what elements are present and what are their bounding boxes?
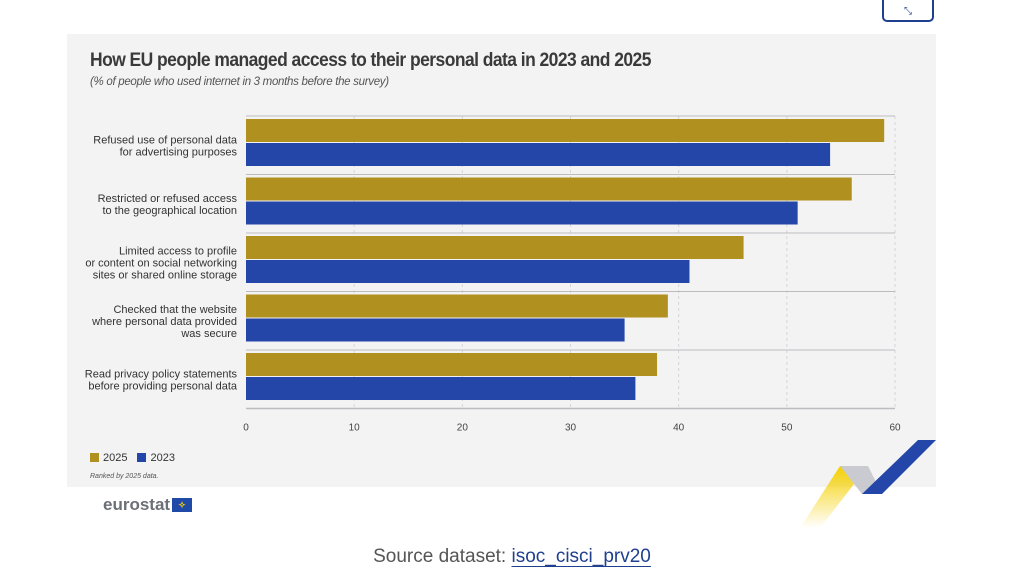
chart-title: How EU people managed access to their pe…: [90, 50, 651, 71]
bar-2023-1: [246, 143, 831, 166]
eurostat-decoration: [800, 440, 936, 528]
bar-2025-2: [246, 177, 852, 201]
bar-2023-2: [246, 201, 798, 225]
x-tick-label: 20: [457, 423, 469, 434]
category-label: Read privacy policy statements before pro…: [85, 368, 238, 392]
x-tick-label: 40: [673, 423, 685, 434]
bar-2025-3: [246, 236, 744, 259]
eu-flag-icon: ✧: [172, 498, 193, 512]
category-label: Limited access to profile or content on s…: [85, 245, 237, 281]
chart-subtitle: (% of people who used internet in 3 mont…: [90, 76, 389, 88]
bar-2023-3: [246, 260, 690, 283]
legend: 2025 2023: [90, 452, 175, 464]
bar-2025-5: [246, 353, 658, 376]
source-dataset: Source dataset: isoc_cisci_prv20: [373, 546, 651, 567]
legend-item-2023: 2023: [137, 452, 175, 464]
x-tick-label: 10: [349, 423, 361, 434]
category-label: Restricted or refused access to the geogr…: [98, 193, 238, 217]
x-tick-label: 60: [889, 423, 901, 434]
bar-2023-5: [246, 377, 636, 400]
x-tick-label: 50: [781, 423, 793, 434]
expand-icon: ⤡: [904, 6, 912, 17]
source-dataset-link[interactable]: isoc_cisci_prv20: [511, 546, 651, 567]
x-tick-label: 0: [243, 423, 249, 434]
category-label: Refused use of personal data for advertis…: [93, 134, 238, 158]
bar-2025-4: [246, 294, 668, 318]
bar-2025-1: [246, 119, 885, 142]
eurostat-logo: eurostat ✧: [103, 495, 193, 515]
x-tick-label: 30: [565, 423, 577, 434]
expand-button[interactable]: ⤡: [882, 0, 934, 22]
category-label: Checked that the website where personal d…: [91, 304, 237, 340]
ranking-note: Ranked by 2025 data.: [90, 473, 159, 480]
legend-item-2025: 2025: [90, 452, 127, 464]
bar-2023-4: [246, 318, 625, 342]
